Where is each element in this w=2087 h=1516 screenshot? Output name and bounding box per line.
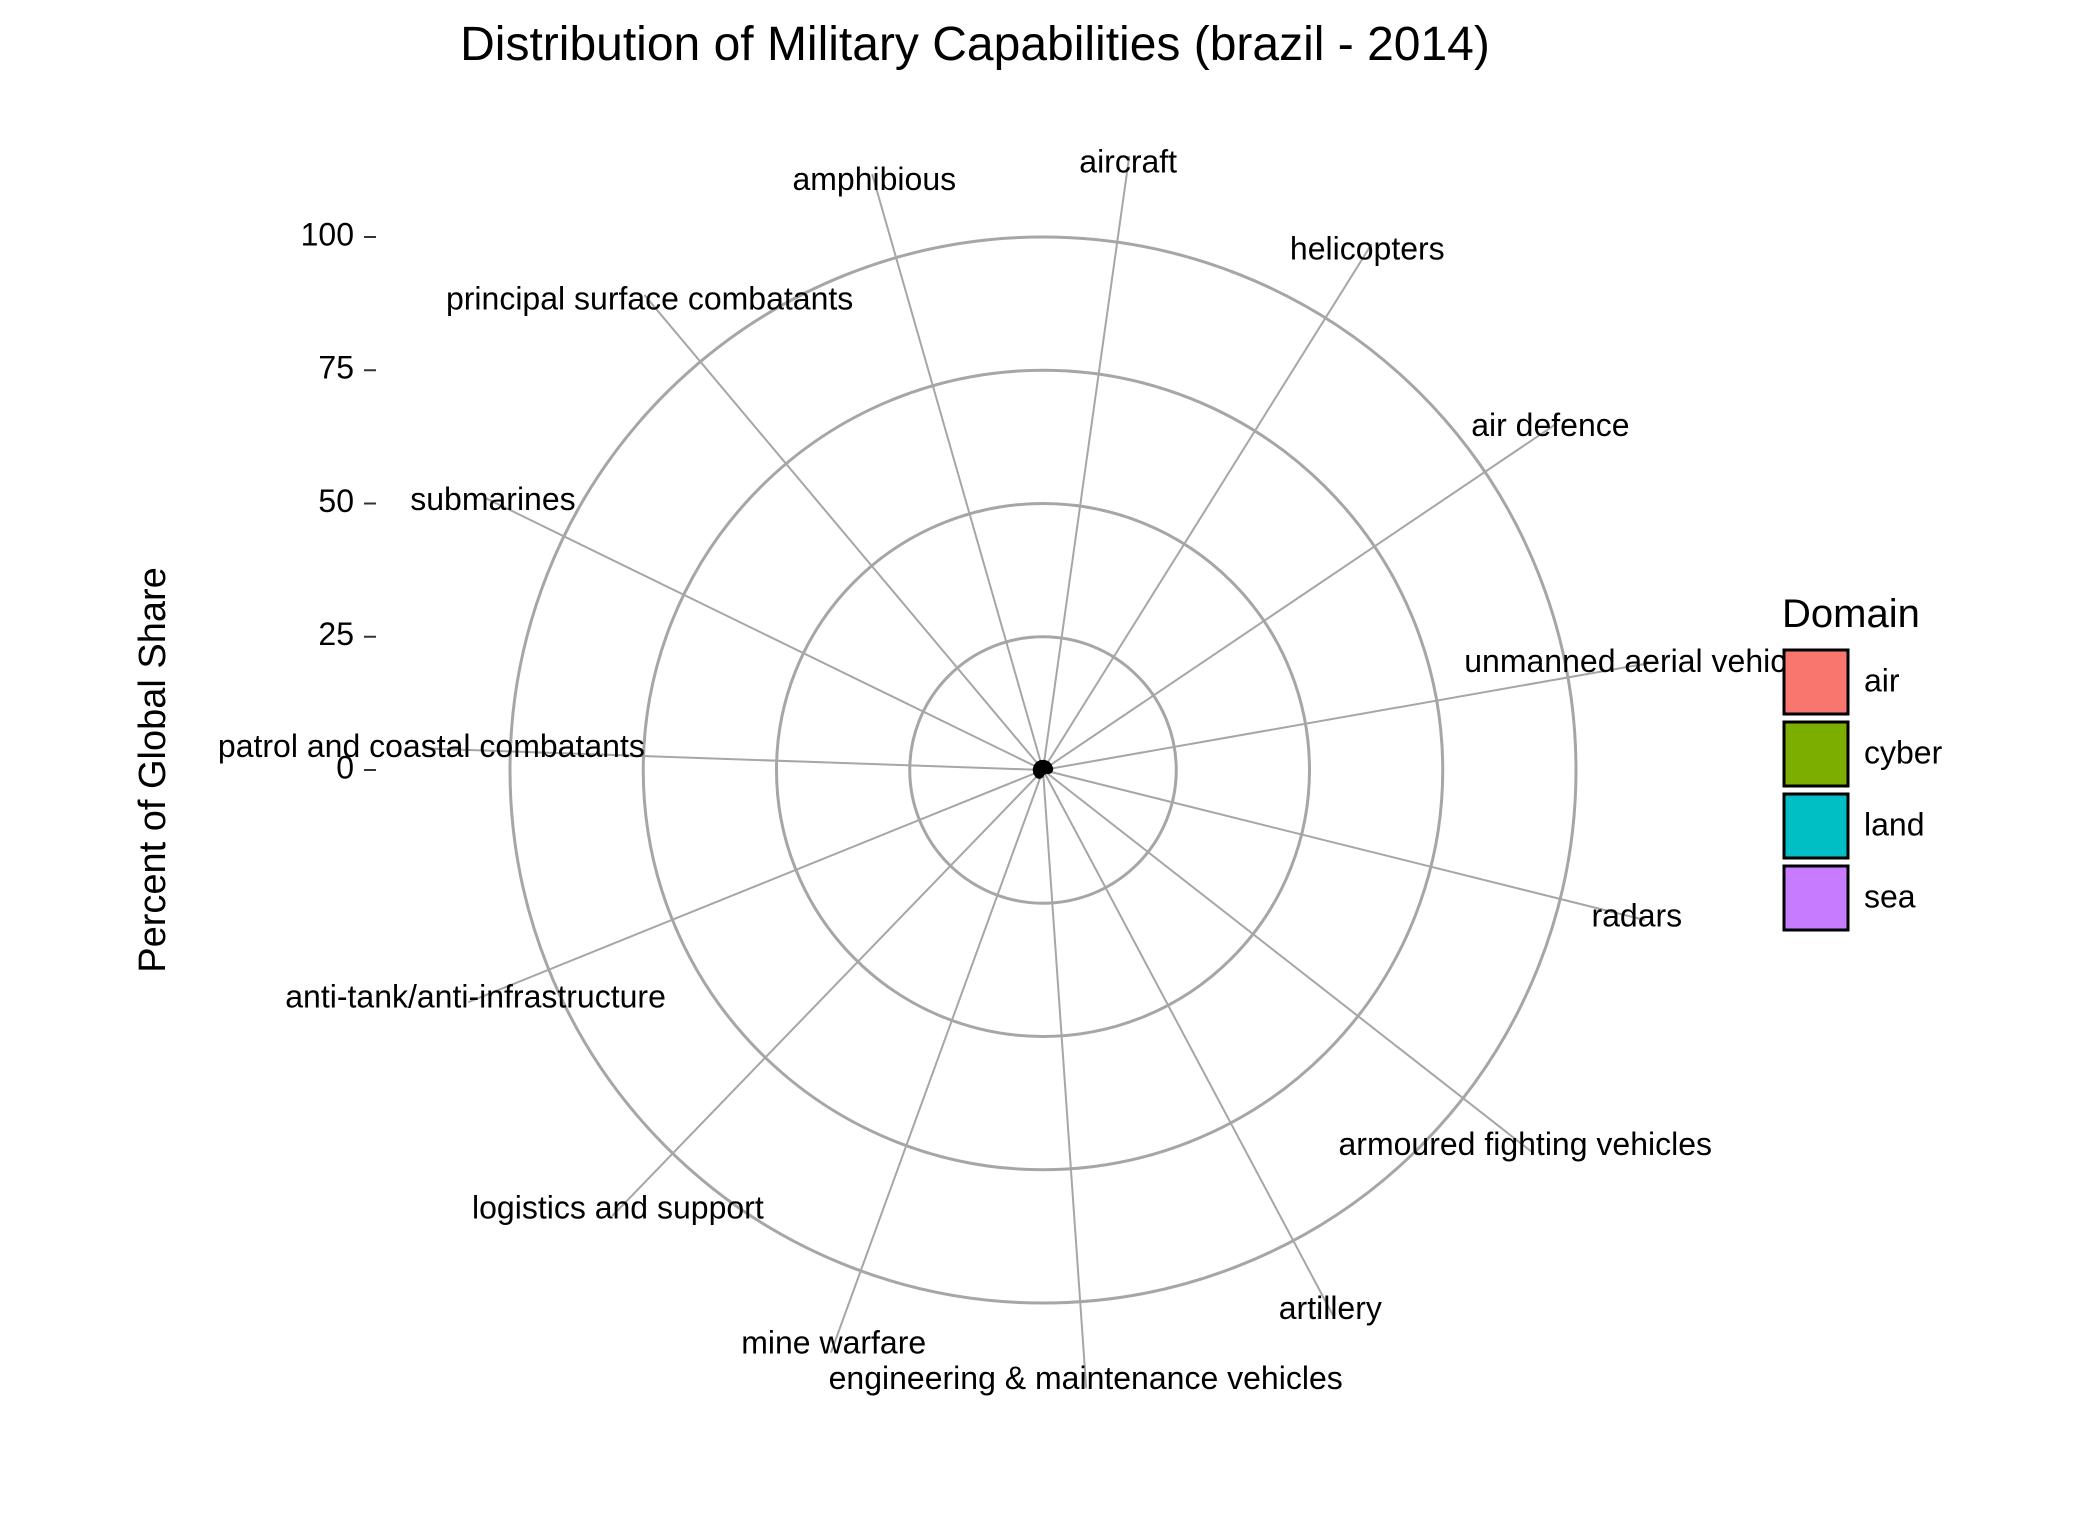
spoke-line [1042,422,1558,771]
legend-label: land [1864,806,1925,842]
grid-circle [641,368,1445,1172]
grid-circle [775,502,1311,1038]
y-tick-label: 50 [318,483,354,519]
category-label: principal surface combatants [446,281,853,317]
spoke-line [871,173,1044,771]
category-label: helicopters [1290,230,1445,266]
grid-layer [423,155,1654,1389]
spoke-line [1042,661,1654,771]
spoke-line [1042,769,1335,1318]
category-labels: aircraft helicopters air defence unmanned a… [218,143,1827,1396]
spoke-line [423,747,1044,771]
y-tick-label: 75 [318,350,354,386]
legend-swatch [1782,792,1850,860]
y-tick-label: 25 [318,616,354,652]
category-label: air defence [1471,407,1629,443]
legend-swatch [1782,720,1850,788]
y-axis-ticks: 0 25 50 75 100 [301,216,376,785]
category-label: amphibious [792,161,956,197]
spoke-line [485,497,1044,771]
category-label: patrol and coastal combatants [218,728,645,764]
spoke-line [611,769,1044,1217]
legend-label: sea [1864,878,1916,914]
legend-item: land [1782,792,1925,860]
data-layer [1032,759,1054,779]
category-label: engineering & maintenance vehicles [829,1360,1343,1396]
legend-item: sea [1782,864,1916,932]
legend-item: cyber [1782,720,1943,788]
y-tick-label: 100 [301,216,354,252]
grid-circle [908,635,1178,905]
chart-title: Distribution of Military Capabilities (b… [460,18,1490,71]
spoke-line [467,769,1044,1004]
category-label: unmanned aerial vehicles [1464,643,1827,679]
category-label: artillery [1279,1290,1382,1326]
spoke-line [1042,243,1373,771]
data-point [1036,759,1047,770]
category-label: logistics and support [472,1190,764,1226]
spoke-line [1042,769,1088,1389]
legend-title: Domain [1782,592,1920,636]
spoke-line [1042,155,1131,771]
category-label: mine warfare [741,1325,926,1361]
spoke-line [1042,769,1645,921]
legend-label: air [1864,662,1900,698]
legend-label: cyber [1864,734,1943,770]
y-tick-label: 0 [336,749,354,785]
spoke-line [643,294,1044,771]
category-label: armoured fighting vehicles [1338,1126,1712,1162]
category-label: aircraft [1079,143,1177,179]
legend-items: air cyber land sea [1782,648,1943,932]
category-label: radars [1591,898,1682,934]
grid-circle [508,235,1578,1305]
spoke-line [830,769,1044,1353]
legend-swatch [1782,648,1850,716]
legend-item: air [1782,648,1900,716]
category-label: submarines [410,481,575,517]
legend-swatch [1782,864,1850,932]
y-axis-title: Percent of Global Share [132,567,174,973]
spoke-line [1042,769,1533,1153]
category-label: anti-tank/anti-infrastructure [285,979,666,1015]
legend: Domain air cyber land sea [1782,592,1943,932]
